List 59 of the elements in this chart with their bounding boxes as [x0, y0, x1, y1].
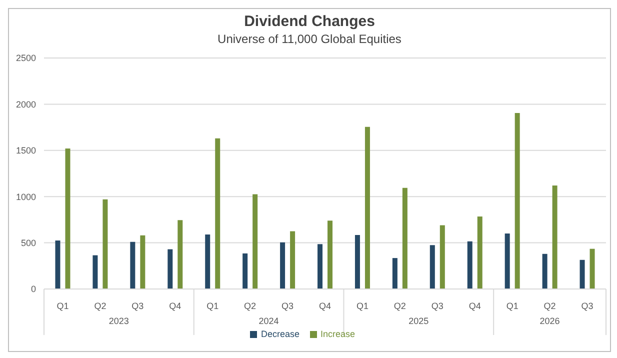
bar [354, 234, 360, 289]
bar [477, 216, 482, 289]
bar [65, 148, 70, 289]
x-tick-label: Q1 [206, 301, 219, 311]
bar [552, 186, 558, 289]
bar [440, 225, 445, 289]
legend-label: Increase [320, 329, 356, 339]
text: 2025 [408, 316, 429, 326]
x-tick-label: Q3 [431, 301, 444, 311]
bar [280, 242, 286, 289]
text: 2026 [540, 316, 560, 326]
bar [92, 255, 98, 289]
bar [504, 234, 510, 289]
bar [205, 234, 210, 289]
y-tick-label: 500 [20, 238, 36, 248]
y-tick-label: 0 [30, 284, 36, 294]
y-tick-label: 2000 [16, 99, 36, 110]
bar [130, 242, 136, 289]
x-tick-label: Q1 [56, 301, 69, 311]
x-tick-label: Q3 [282, 301, 294, 311]
bar [328, 220, 333, 289]
x-tick-label: Q4 [318, 301, 332, 311]
bar [590, 248, 595, 289]
bar [402, 188, 408, 289]
x-tick-label: Q2 [94, 301, 106, 311]
bar [430, 245, 435, 289]
chart-subtitle: Universe of 11,000 Global Equities [216, 32, 402, 46]
x-tick-label: Q2 [394, 301, 406, 311]
bar [252, 194, 258, 289]
bar [318, 244, 323, 289]
bar [580, 260, 585, 289]
bar [168, 249, 173, 289]
x-tick-label: Q2 [544, 301, 556, 311]
x-tick-label: Q1 [356, 301, 368, 311]
bar [178, 220, 183, 289]
bar [242, 253, 248, 289]
y-tick-label: 2500 [16, 53, 36, 64]
bar [55, 240, 60, 289]
y-tick-label: 1000 [16, 192, 36, 202]
bar [215, 138, 220, 289]
bar [392, 258, 398, 289]
x-tick-label: Q4 [468, 301, 481, 311]
x-tick-label: Q1 [506, 301, 518, 311]
x-tick-label: Q2 [244, 301, 256, 311]
chart-title: Dividend Changes [243, 13, 376, 30]
text: 2024 [258, 316, 279, 326]
bar [467, 241, 472, 289]
bar [542, 254, 548, 289]
legend-label: Decrease [260, 329, 300, 339]
bar [140, 235, 146, 289]
bar [290, 231, 296, 289]
text: 2023 [108, 316, 129, 326]
bar [514, 112, 520, 289]
x-tick-label: Q4 [169, 301, 182, 311]
bar [364, 126, 370, 289]
y-tick-label: 1500 [16, 146, 36, 156]
x-tick-label: Q3 [581, 301, 594, 311]
bar [102, 199, 108, 289]
x-tick-label: Q3 [132, 301, 144, 311]
